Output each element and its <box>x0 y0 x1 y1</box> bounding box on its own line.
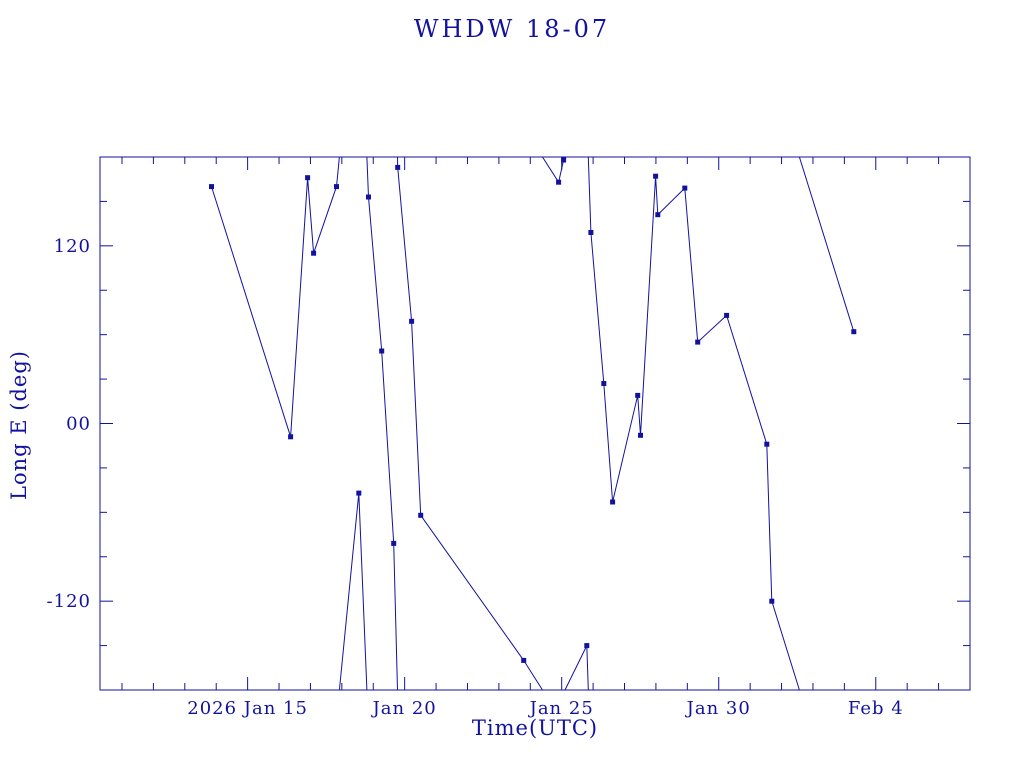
chart-title: WHDW 18-07 <box>413 15 611 43</box>
data-point-marker <box>391 540 397 546</box>
data-point-marker <box>653 173 659 179</box>
series-line <box>397 156 543 691</box>
series-line <box>798 156 855 332</box>
data-point-marker <box>724 312 730 318</box>
data-point-marker <box>356 490 362 496</box>
data-point-marker <box>588 230 594 235</box>
data-point-marker <box>655 212 661 218</box>
data-point-marker <box>851 329 857 335</box>
data-point-marker <box>769 598 775 604</box>
data-point-marker <box>521 657 527 663</box>
y-tick-label: 120 <box>54 236 91 257</box>
series-line <box>587 156 800 691</box>
data-point-marker <box>366 194 371 200</box>
x-tick-label: Jan 30 <box>685 698 751 719</box>
data-point-marker <box>311 250 317 256</box>
data-point-marker <box>635 392 641 398</box>
data-point-marker <box>695 339 701 345</box>
x-tick-label: Jan 25 <box>528 698 594 719</box>
data-point-marker <box>561 157 567 163</box>
y-tick-label: -120 <box>47 591 91 612</box>
data-point-marker <box>610 499 616 505</box>
x-tick-label: Jan 20 <box>371 698 437 719</box>
data-point-marker <box>305 175 311 181</box>
series-line <box>211 156 340 437</box>
y-tick-label: 00 <box>66 414 91 435</box>
data-point-marker <box>395 164 401 170</box>
data-point-marker <box>334 184 339 190</box>
data-point-marker <box>638 432 643 438</box>
data-point-marker <box>288 434 294 440</box>
data-point-marker <box>418 512 424 518</box>
x-tick-label: Feb 4 <box>848 698 904 719</box>
data-point-marker <box>682 185 688 191</box>
series-line <box>366 156 398 691</box>
data-point-marker <box>209 184 214 190</box>
data-point-marker <box>601 381 607 386</box>
plot-box <box>99 156 971 691</box>
data-point-marker <box>409 318 415 324</box>
data-point-marker <box>556 179 562 185</box>
series-line <box>338 493 368 691</box>
data-point-marker <box>764 441 770 447</box>
data-point-marker <box>584 643 590 649</box>
data-point-marker <box>379 348 385 354</box>
x-tick-label: 2026 Jan 15 <box>187 698 308 719</box>
x-axis-label: Time(UTC) <box>471 716 599 740</box>
series-line <box>564 645 589 691</box>
